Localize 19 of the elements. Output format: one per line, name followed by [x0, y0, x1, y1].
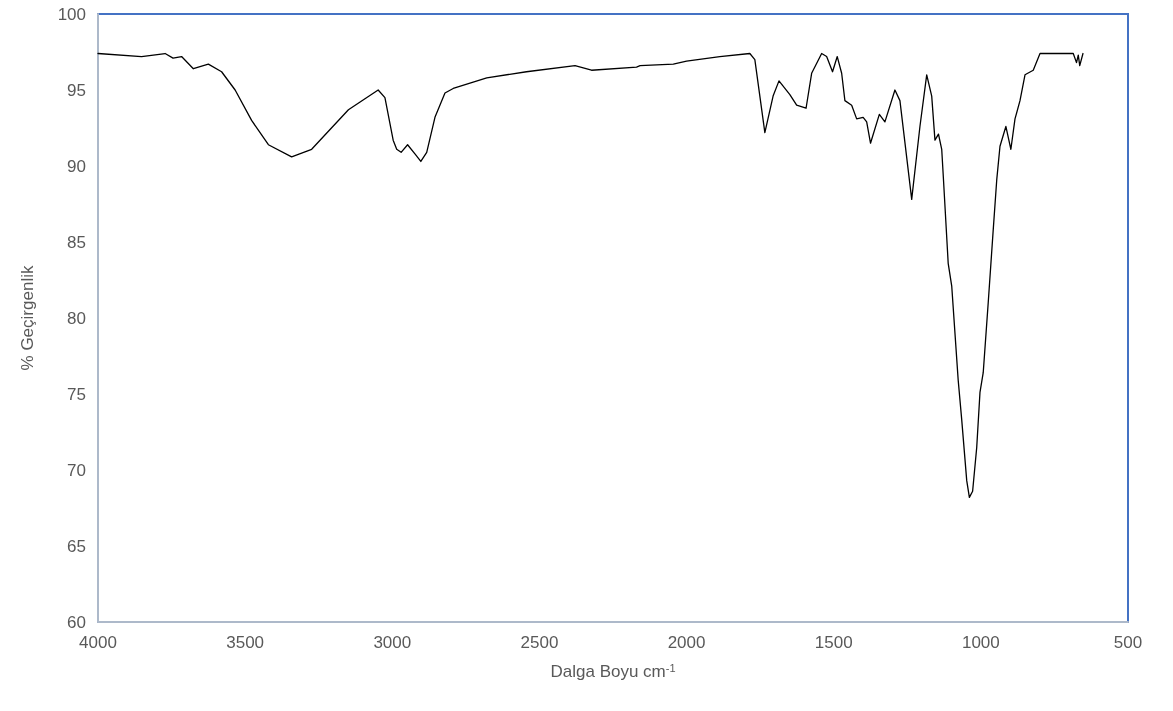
y-tick-label: 100: [57, 4, 86, 24]
y-tick-label: 90: [67, 156, 86, 176]
x-tick-label: 1000: [961, 633, 1000, 652]
y-tick-label: 80: [67, 308, 86, 328]
x-tick-label: 2500: [520, 633, 559, 652]
x-tick-label: 500: [1113, 633, 1143, 652]
x-tick-label: 2000: [667, 633, 706, 652]
y-tick-label: 70: [67, 460, 86, 480]
x-tick-label: 3500: [226, 633, 265, 652]
line-series: [97, 52, 1084, 499]
y-tick-label: 95: [67, 80, 86, 100]
x-tick-label: 1500: [814, 633, 853, 652]
x-tick-label: 3000: [373, 633, 412, 652]
x-tick-label: 4000: [79, 633, 117, 652]
y-axis-title: % Geçirgenlik: [18, 265, 37, 371]
y-tick-label: 60: [67, 612, 86, 632]
y-tick-label: 75: [67, 384, 86, 404]
y-tick-label: 85: [67, 232, 86, 252]
y-tick-label: 65: [67, 536, 86, 556]
